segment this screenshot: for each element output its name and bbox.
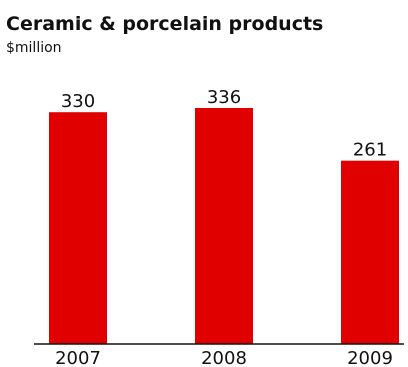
value-label-2007: 330 [61,91,95,112]
x-tick-label-2007: 2007 [55,348,101,367]
value-label-2008: 336 [207,87,241,108]
chart-subtitle: $million [6,40,62,56]
chart-title: Ceramic & porcelain products [6,13,324,35]
bar-2007 [49,112,107,344]
bar-2008 [195,108,253,344]
value-label-2009: 261 [353,140,387,161]
bar-2009 [341,160,399,344]
x-tick-label-2009: 2009 [347,348,393,367]
x-tick-label-2008: 2008 [201,348,247,367]
